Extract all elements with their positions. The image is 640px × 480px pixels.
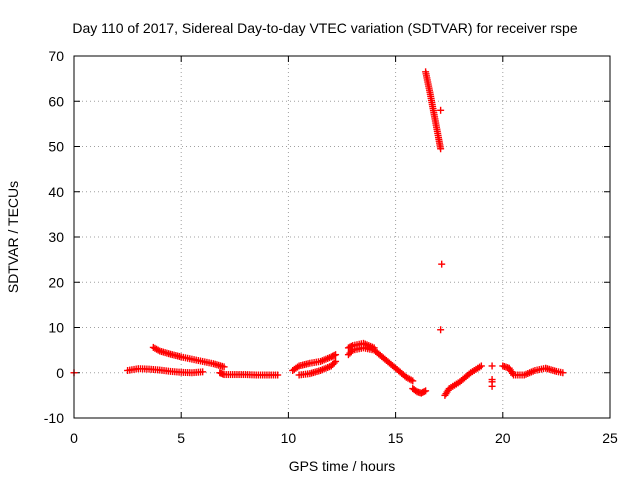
y-tick-label: 50 <box>48 139 64 155</box>
y-tick-label: 40 <box>48 184 64 200</box>
y-tick-label: 30 <box>48 229 64 245</box>
data-point <box>488 382 496 390</box>
data-point <box>199 368 207 376</box>
data-point <box>477 362 485 370</box>
y-tick-label: -10 <box>44 410 64 426</box>
data-point <box>422 387 430 395</box>
y-tick-label: 20 <box>48 274 64 290</box>
grid-lines <box>74 56 610 418</box>
data-point <box>154 346 162 354</box>
y-tick-labels: -10 0 10 20 30 40 50 60 70 <box>44 48 64 426</box>
x-tick-label: 15 <box>388 430 404 446</box>
x-tick-label: 0 <box>70 430 78 446</box>
data-point <box>332 351 340 359</box>
plot-frame <box>73 55 611 419</box>
data-point <box>294 363 302 371</box>
x-tick-label: 25 <box>602 430 618 446</box>
data-point <box>332 357 340 365</box>
data-point <box>370 344 378 352</box>
x-axis-label: GPS time / hours <box>289 458 396 474</box>
x-tick-labels: 0 5 10 15 20 25 <box>70 430 618 446</box>
data-point <box>437 106 445 114</box>
data-point <box>420 388 428 396</box>
data-point <box>330 359 338 367</box>
data-point <box>220 363 228 371</box>
data-point <box>559 369 567 377</box>
y-axis-label: SDTVAR / TECUs <box>5 181 21 293</box>
y-tick-label: 0 <box>56 365 64 381</box>
data-point <box>330 351 338 359</box>
data-point <box>347 342 355 350</box>
y-tick-label: 70 <box>48 48 64 64</box>
y-tick-label: 60 <box>48 93 64 109</box>
x-tick-label: 5 <box>177 430 185 446</box>
data-points <box>70 68 567 399</box>
chart-title: Day 110 of 2017, Sidereal Day-to-day VTE… <box>72 20 577 36</box>
x-tick-label: 20 <box>495 430 511 446</box>
data-point <box>438 260 446 268</box>
data-point <box>437 326 445 334</box>
y-tick-label: 10 <box>48 320 64 336</box>
x-tick-label: 10 <box>281 430 297 446</box>
data-point <box>409 377 417 385</box>
data-point <box>274 371 282 379</box>
data-point <box>437 145 445 153</box>
data-point <box>407 376 415 384</box>
data-point <box>488 362 496 370</box>
